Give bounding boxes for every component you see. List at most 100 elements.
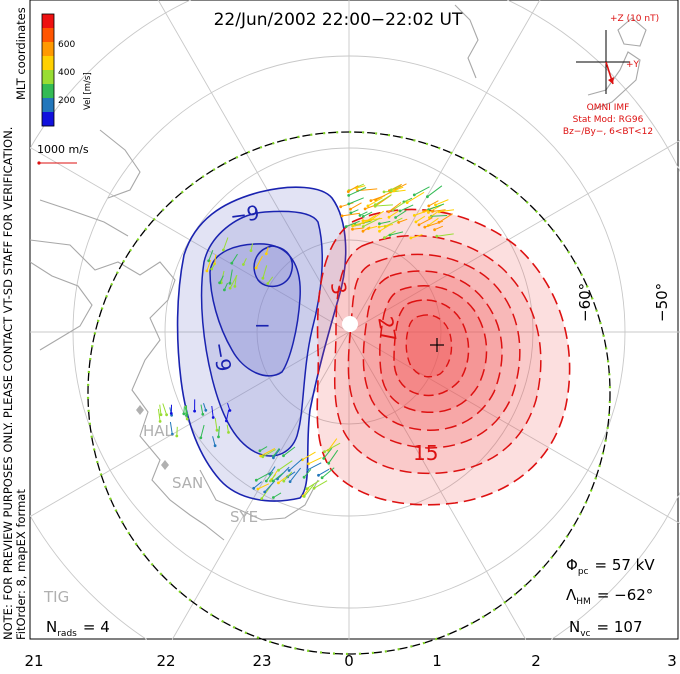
vector-origin xyxy=(322,457,326,460)
velocity-vectors xyxy=(157,183,455,500)
dusk-cell xyxy=(176,186,347,502)
dawn-cell-ring-4 xyxy=(362,270,503,431)
contour-labels: −9 −9 − 3 27 15 xyxy=(207,200,438,465)
velocity-vector xyxy=(255,255,263,269)
vector-origin xyxy=(269,479,272,483)
velocity-vector xyxy=(415,215,426,223)
velocity-vector xyxy=(398,218,408,223)
velocity-vector xyxy=(253,481,263,489)
mlt-label-3: 3 xyxy=(667,652,677,670)
velocity-vector xyxy=(159,404,162,415)
dawn-cell-ring-6 xyxy=(393,299,470,397)
velocity-vector xyxy=(428,200,439,207)
velocity-vector xyxy=(218,426,220,437)
vector-origin xyxy=(361,225,365,228)
vector-origin xyxy=(412,193,416,197)
velocity-vector xyxy=(313,480,328,489)
vector-origin xyxy=(387,210,391,214)
mlt-label-1: 1 xyxy=(432,652,442,670)
coordinates-label: MLT coordinates xyxy=(14,7,28,100)
imf-source: OMNI IMF xyxy=(587,103,630,113)
imf-condition: Bz−/By−, 6<BT<12 xyxy=(563,127,653,137)
scale-tick-200: 200 xyxy=(58,96,75,106)
velocity-vector xyxy=(162,403,168,415)
vector-origin xyxy=(323,450,326,454)
vector-origin xyxy=(277,481,280,485)
vector-origin xyxy=(307,462,310,466)
vector-origin xyxy=(382,190,386,194)
scale-label: Vel [m/s] xyxy=(83,72,93,110)
vector-origin xyxy=(428,216,431,220)
velocity-vector xyxy=(379,224,393,228)
vector-origin xyxy=(433,228,436,232)
vector-origin xyxy=(434,203,437,207)
vector-origin xyxy=(378,229,381,233)
velocity-vector xyxy=(303,484,315,497)
scale-tick-400: 400 xyxy=(58,68,75,78)
mlt-label-2: 2 xyxy=(531,652,541,670)
vector-origin xyxy=(254,266,258,270)
velocity-vector xyxy=(289,467,301,482)
vector-origin xyxy=(417,223,421,227)
vector-origin xyxy=(346,190,350,194)
velocity-vector xyxy=(273,448,281,459)
vector-origin xyxy=(249,249,253,253)
velocity-vector xyxy=(345,220,360,228)
mlt-label-21: 21 xyxy=(24,652,43,670)
contour-label-neg-1: −9 xyxy=(228,200,261,228)
dawn-cell xyxy=(316,208,571,506)
vector-origin xyxy=(175,434,179,438)
velocity-vector xyxy=(229,274,238,289)
vector-origin xyxy=(204,408,208,412)
velocity-vector xyxy=(278,460,293,471)
vector-origin xyxy=(185,414,188,417)
velocity-vector xyxy=(269,466,276,475)
station-label-san: SAN xyxy=(172,474,203,492)
velocity-vector xyxy=(222,237,229,251)
vector-origin xyxy=(228,281,232,285)
vector-origin xyxy=(302,495,306,498)
velocity-vector xyxy=(225,409,230,422)
reference-vector-label: 1000 m/s xyxy=(37,143,89,156)
velocity-vector xyxy=(370,210,384,221)
velocity-vector xyxy=(308,457,322,465)
mlt-label-22: 22 xyxy=(156,652,175,670)
fit-order-note: FitOrder: 8, mapEX format xyxy=(14,489,28,640)
imf-y-label: +Y xyxy=(626,60,640,70)
velocity-vector xyxy=(272,472,284,482)
vector-origin xyxy=(271,479,275,483)
vector-origin xyxy=(201,412,205,416)
vector-origin xyxy=(340,214,344,218)
vector-origin xyxy=(388,233,392,237)
vector-origin xyxy=(254,478,258,482)
preview-note: NOTE: FOR PREVIEW PURPOSES ONLY. PLEASE … xyxy=(1,127,15,640)
velocity-vector xyxy=(431,215,448,217)
velocity-vector xyxy=(288,458,303,471)
vector-origin xyxy=(352,224,355,228)
velocity-vector xyxy=(427,217,439,226)
velocity-vector xyxy=(439,209,455,213)
vector-origin xyxy=(347,202,351,206)
velocity-vector xyxy=(391,185,401,191)
scale-block xyxy=(42,56,54,71)
vector-origin xyxy=(358,214,362,217)
vector-origin xyxy=(361,229,365,233)
vector-origin xyxy=(349,211,353,215)
velocity-vector xyxy=(157,408,161,422)
vector-origin xyxy=(210,267,214,271)
velocity-vector xyxy=(211,405,214,418)
vector-origin xyxy=(223,288,226,292)
vector-origin xyxy=(158,420,162,423)
vector-origin xyxy=(288,480,292,483)
vector-origin xyxy=(366,204,370,208)
vector-origin xyxy=(256,487,260,491)
vector-origin xyxy=(213,444,217,448)
imf-dial: +Z (10 nT) +Y OMNI IMF Stat Mod: RG96 Bz… xyxy=(563,14,659,137)
vector-origin xyxy=(227,431,230,434)
velocity-vector xyxy=(257,483,270,490)
vector-origin xyxy=(373,204,377,208)
velocity-vector xyxy=(434,225,444,231)
vector-origin xyxy=(205,269,209,273)
vector-origin xyxy=(217,435,220,439)
